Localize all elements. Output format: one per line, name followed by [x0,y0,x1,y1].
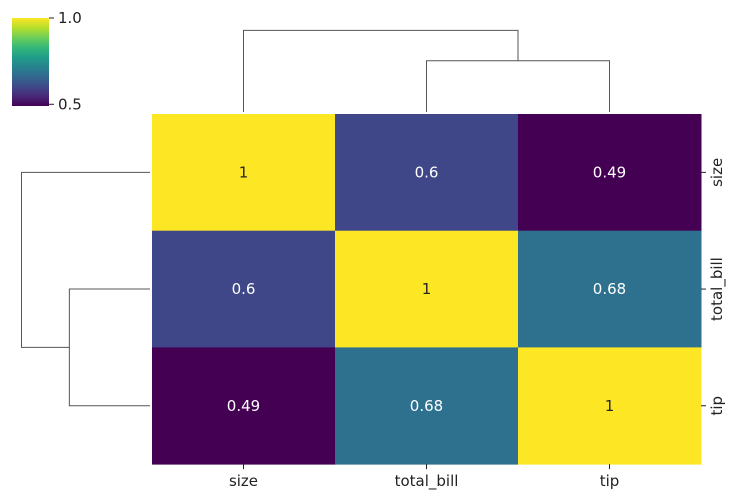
cell-value-label: 1 [422,280,432,298]
cell-value-label: 0.6 [415,163,439,181]
column-dendrogram-link [426,60,610,112]
cell-value-label: 1 [605,397,615,415]
cell-value-label: 0.68 [593,280,626,298]
x-tick-label: total_bill [395,472,459,491]
row-dendrogram-link [20,171,150,348]
x-tick-label: size [229,472,258,490]
heatmap-cell [518,347,702,465]
heatmap-cell [335,114,519,232]
cell-value-label: 0.68 [410,397,443,415]
y-tick-label: size [708,158,726,187]
colorbar [12,18,49,106]
cell-value-label: 0.49 [227,397,260,415]
x-tick-label: tip [600,472,620,490]
heatmap-cell [152,230,336,348]
column-dendrogram-link [243,29,519,112]
heatmap-cell [335,347,519,465]
cell-value-label: 0.6 [232,280,256,298]
heatmap-cell [152,114,336,232]
cell-value-label: 0.49 [593,163,626,181]
heatmap-cell [335,230,519,348]
y-tick-label: total_bill [708,257,727,321]
heatmap-cell [518,114,702,232]
heatmap-cell [518,230,702,348]
row-dendrogram-link [68,288,150,407]
cell-value-label: 1 [239,163,249,181]
colorbar-tick-label: 0.5 [58,95,82,113]
y-tick-label: tip [708,396,726,416]
heatmap-cell [152,347,336,465]
colorbar-tick-label: 1.0 [58,9,82,27]
